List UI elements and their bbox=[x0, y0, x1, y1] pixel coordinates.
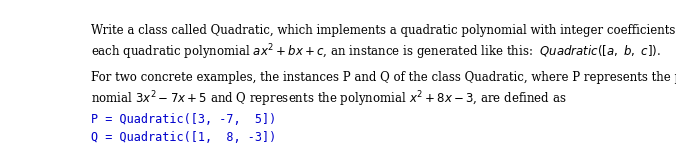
Text: each quadratic polynomial $ax^2 + bx + c$, an instance is generated like this:  : each quadratic polynomial $ax^2 + bx + c… bbox=[91, 43, 661, 62]
Text: P = Quadratic([3, -7,  5]): P = Quadratic([3, -7, 5]) bbox=[91, 113, 276, 126]
Text: Write a class called Quadratic, which implements a quadratic polynomial with int: Write a class called Quadratic, which im… bbox=[91, 24, 676, 37]
Text: nomial $3x^2 - 7x + 5$ and Q represents the polynomial $x^2 + 8x - 3$, are defin: nomial $3x^2 - 7x + 5$ and Q represents … bbox=[91, 89, 566, 109]
Text: Q = Quadratic([1,  8, -3]): Q = Quadratic([1, 8, -3]) bbox=[91, 131, 276, 144]
Text: For two concrete examples, the instances P and Q of the class Quadratic, where P: For two concrete examples, the instances… bbox=[91, 71, 676, 84]
